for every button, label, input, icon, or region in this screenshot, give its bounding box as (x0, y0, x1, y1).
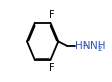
Text: F: F (48, 63, 54, 73)
Text: HN: HN (75, 41, 90, 51)
Text: F: F (48, 10, 54, 20)
Text: –: – (82, 40, 87, 50)
Text: NH: NH (90, 41, 106, 51)
Text: 2: 2 (98, 46, 102, 52)
